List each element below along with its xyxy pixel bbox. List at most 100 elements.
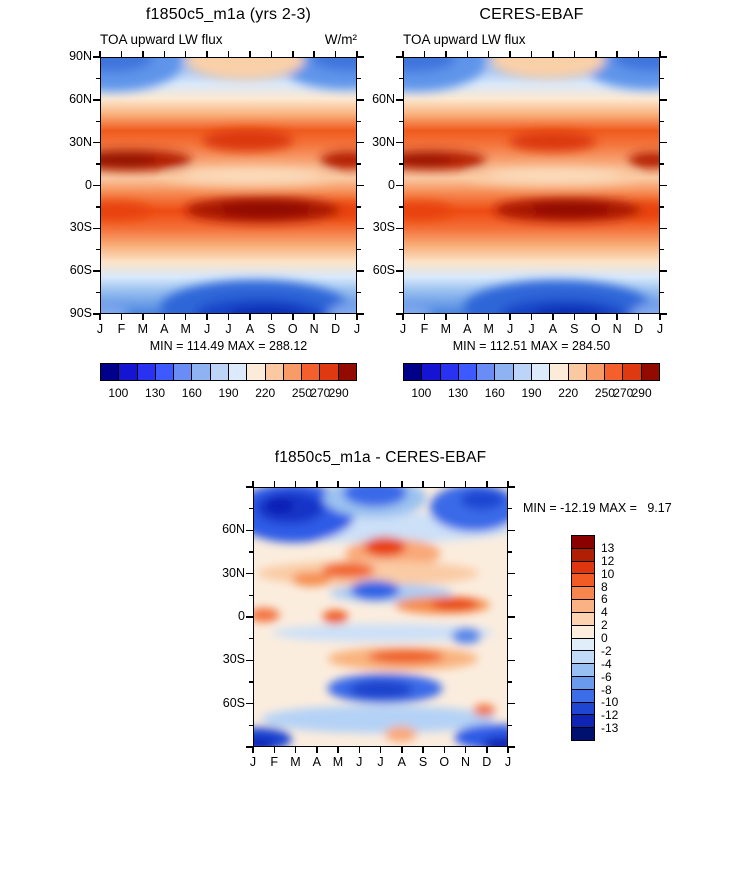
lat-label: 60N [372,91,395,106]
colorbar-segment [571,727,595,741]
month-tick [401,747,403,753]
lat-minor-tick [399,163,403,165]
month-tick [379,747,382,753]
lat-tick [660,184,667,187]
colorbar-segment [571,624,595,639]
month-label: J [656,322,664,336]
lat-tick [660,141,667,144]
lat-minor-tick [96,120,100,122]
month-label: F [117,322,126,336]
lat-minor-tick [660,120,664,122]
model-field-label: TOA upward LW flux [100,32,223,47]
lat-minor-tick [249,681,253,683]
month-label: F [270,755,279,769]
month-tick [445,314,447,320]
lat-minor-tick [660,206,664,208]
colorbar-label: 190 [218,386,239,400]
month-tick [637,51,640,57]
colorbar-segment [191,363,211,381]
obs-panel-title: CERES-EBAF [479,6,584,23]
flux-colorbar [100,363,357,381]
lat-minor-tick [96,206,100,208]
month-label: J [506,322,514,336]
diff-minmax-stats: MIN = -12.19 MAX = 9.17 [523,501,672,515]
lat-tick [357,313,364,315]
month-label: A [312,755,321,769]
month-label: O [287,322,298,336]
month-tick [616,51,618,57]
colorbar-label: 8 [601,579,608,594]
month-tick [294,481,297,487]
lat-label: 30S [372,220,395,235]
month-label: S [570,322,579,336]
obs-minmax-stats: MIN = 112.51 MAX = 284.50 [452,339,611,353]
lat-minor-tick [96,163,100,165]
lat-minor-tick [249,638,253,640]
month-tick [252,481,254,487]
colorbar-segment [439,363,459,381]
month-tick [486,747,488,753]
month-tick [552,314,554,320]
lat-tick [93,270,100,272]
lat-tick [357,184,364,187]
month-tick [464,481,467,487]
lat-tick [660,270,667,272]
month-tick [466,314,468,320]
month-label: M [332,755,344,769]
month-tick [273,481,275,487]
lat-tick [93,56,100,58]
lat-tick [660,99,667,101]
month-tick [401,481,403,487]
lat-tick [357,227,364,230]
colorbar-segment [571,599,595,613]
month-label: J [528,322,535,336]
colorbar-label: -6 [601,669,612,684]
lat-minor-tick [660,163,664,165]
colorbar-segment [571,714,595,729]
month-tick [443,747,445,753]
lat-label: 0 [388,177,395,192]
obs-contour-plot [403,57,660,314]
lat-tick [246,486,253,488]
lat-tick [93,227,100,230]
month-tick [99,51,101,57]
lat-label: 60S [372,263,395,278]
colorbar-label: 160 [484,386,505,400]
month-tick [358,747,360,753]
month-tick [466,51,468,57]
lat-minor-tick [660,77,664,79]
lat-minor-tick [399,77,403,79]
colorbar-segment [264,363,284,381]
colorbar-label: 290 [631,386,652,400]
colorbar-segment [571,560,595,575]
colorbar-segment [571,586,595,601]
month-label: D [482,755,492,769]
month-tick [402,314,404,320]
colorbar-segment [571,701,595,716]
lat-minor-tick [508,551,512,553]
colorbar-label: 12 [601,553,615,568]
month-tick [252,747,254,753]
colorbar-segment [571,663,595,677]
lat-label: 30N [69,134,92,149]
lat-minor-tick [96,77,100,79]
month-tick [334,51,337,57]
month-label: M [137,322,149,336]
month-tick [313,51,315,57]
colorbar-label: 290 [328,386,349,400]
colorbar-segment [604,363,624,381]
colorbar-label: 270 [310,386,331,400]
month-tick [184,314,187,320]
colorbar-segment [571,547,595,562]
month-tick [616,314,618,320]
colorbar-label: 250 [291,386,312,400]
colorbar-segment [319,363,339,381]
month-tick [316,481,318,487]
month-tick [163,314,165,320]
month-label: D [331,322,341,336]
lat-minor-tick [508,594,512,596]
month-tick [445,51,447,57]
lat-tick [93,184,100,187]
month-tick [334,314,337,320]
model-contour-art [101,58,356,313]
